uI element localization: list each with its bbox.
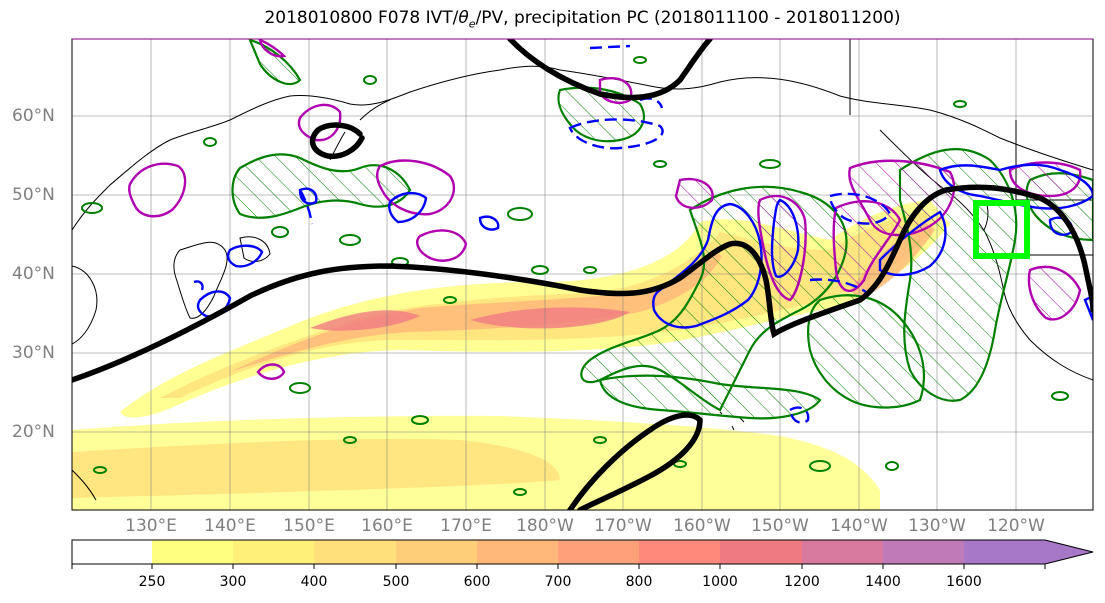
lon-label-130w: 130°W	[908, 516, 966, 536]
lon-label-140e: 140°E	[204, 516, 256, 536]
target-region-box	[973, 200, 1030, 259]
colorbar-tick-1000: 1000	[702, 574, 738, 590]
lon-label-150w: 150°W	[751, 516, 809, 536]
colorbar-tick-250: 250	[138, 574, 166, 590]
lon-label-130e: 130°E	[125, 516, 177, 536]
lon-label-160e: 160°E	[361, 516, 413, 536]
colorbar-tick-800: 800	[625, 574, 653, 590]
colorbar	[71, 539, 1094, 569]
lat-label-40n: 40°N	[12, 264, 55, 284]
lon-label-170w: 170°W	[594, 516, 652, 536]
colorbar-tick-1400: 1400	[865, 574, 901, 590]
lat-label-30n: 30°N	[12, 343, 55, 363]
lon-label-180w: 180°W	[516, 516, 574, 536]
lon-label-140w: 140°W	[830, 516, 888, 536]
lat-label-50n: 50°N	[12, 185, 55, 205]
colorbar-tick-300: 300	[219, 574, 247, 590]
theta-e-contours	[72, 39, 1093, 510]
colorbar-tick-700: 700	[544, 574, 572, 590]
precipitation-regions	[231, 39, 1093, 420]
lon-label-160w: 160°W	[673, 516, 731, 536]
colorbar-tick-1600: 1600	[946, 574, 982, 590]
lon-label-150e: 150°E	[283, 516, 335, 536]
pv-magenta-contours	[674, 159, 1082, 321]
lon-label-170e: 170°E	[440, 516, 492, 536]
colorbar-tick-600: 600	[463, 574, 491, 590]
lat-label-20n: 20°N	[12, 422, 55, 442]
lat-label-60n: 60°N	[12, 106, 55, 126]
colorbar-tick-500: 500	[382, 574, 410, 590]
figure-title: 2018010800 F078 IVT/θe/PV, precipitation…	[264, 8, 901, 31]
lon-label-120w: 120°W	[987, 516, 1045, 536]
colorbar-tick-400: 400	[300, 574, 328, 590]
colorbar-tick-1200: 1200	[784, 574, 820, 590]
